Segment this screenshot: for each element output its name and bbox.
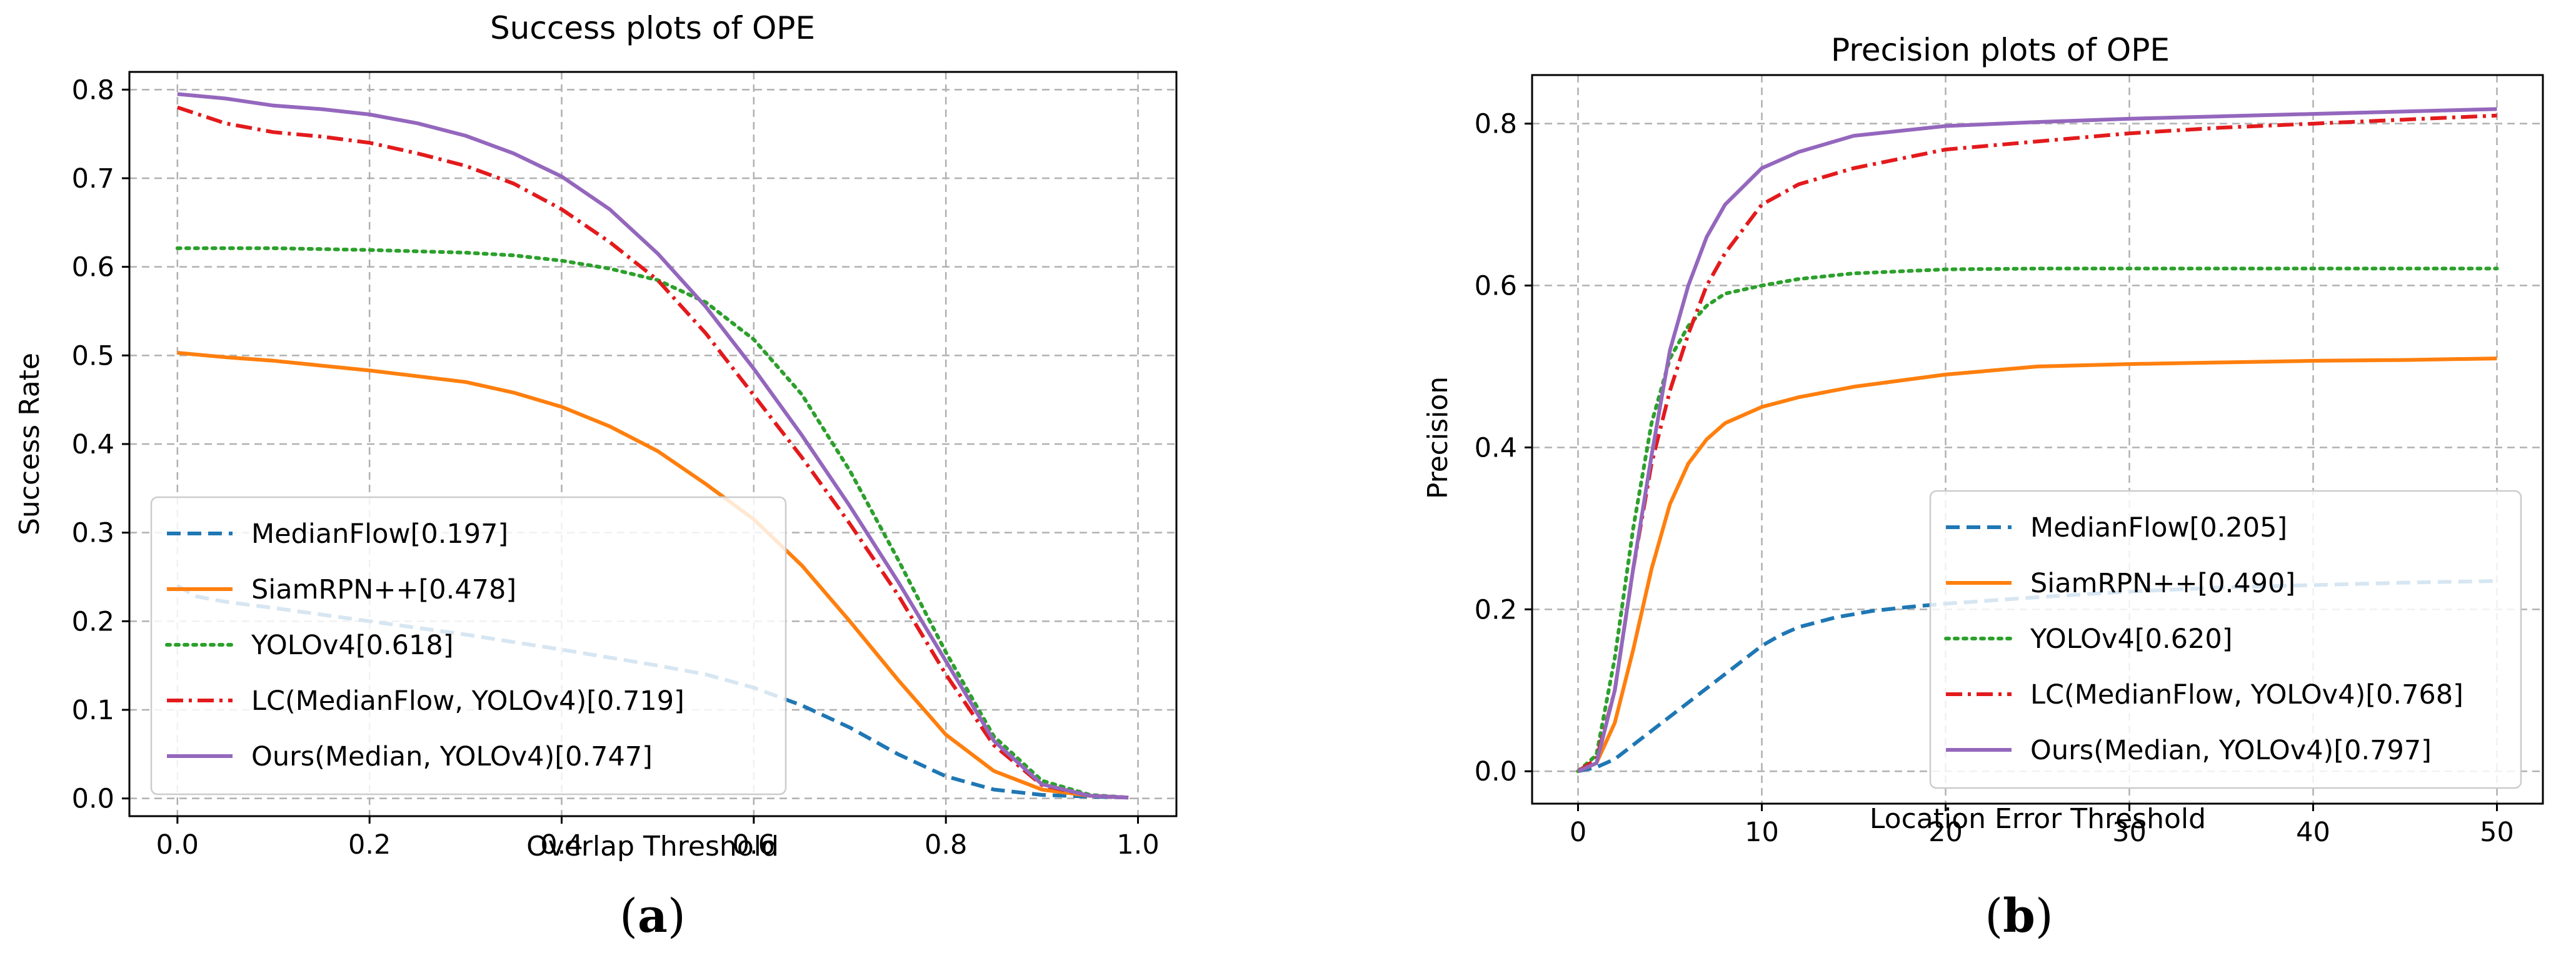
panel-b-caption: (b): [1985, 889, 2053, 943]
precision-ytick-label: 0.0: [1475, 756, 1517, 787]
precision-xtick-label: 40: [2296, 817, 2330, 848]
precision-plot-legend: MedianFlow[0.205] SiamRPN++[0.490] YOLOv4[…: [1929, 490, 2522, 789]
success-plot-ticks: 0.0 0.2 0.4 0.6 0.8 1.0 0.0 0.1 0.2 0.3 0.4 0.5 0.6 0…: [72, 74, 1160, 861]
success-ytick-label: 0.8: [72, 74, 114, 106]
success-xtick-label: 1.0: [1116, 829, 1159, 861]
precision-xtick-label: 30: [2112, 817, 2147, 848]
precision-plot-ticks: 0 10 20 30 40 50 0.0 0.2 0.4 0.6 0.8: [1475, 109, 2514, 848]
success-ytick-label: 0.4: [72, 429, 114, 460]
precision-xtick-label: 50: [2480, 817, 2514, 848]
precision-ytick-label: 0.8: [1475, 109, 1517, 140]
success-xtick-label: 0.4: [540, 829, 583, 861]
precision-xtick-label: 10: [1745, 817, 1779, 848]
success-plot-legend: MedianFlow[0.197] SiamRPN++[0.478] YOLOv4[…: [150, 496, 787, 796]
success-ytick-label: 0.5: [72, 340, 114, 371]
success-plot-xlabel: Overlap Threshold: [526, 831, 779, 862]
precision-legend-label: SiamRPN++[0.490]: [2030, 568, 2295, 599]
precision-series-line-3: [1576, 266, 2499, 774]
success-series-line-4: [176, 105, 1129, 800]
precision-ytick-label: 0.6: [1475, 271, 1517, 302]
success-xtick-label: 0.6: [733, 829, 775, 861]
success-plot-panel: Success plots of OPE 0.0 0.2 0.4 0.6 0.8 1.00…: [14, 10, 1178, 943]
success-legend-label: SiamRPN++[0.478]: [251, 574, 516, 605]
precision-legend-box: [1929, 490, 2522, 789]
success-ytick-label: 0.7: [72, 163, 114, 195]
precision-series-line-5: [1577, 107, 2497, 773]
success-ytick-label: 0.6: [72, 252, 114, 283]
precision-plot-panel: Precision plots of OPE 0 10 20 30 40 50 0.0 0.2…: [1422, 32, 2544, 943]
precision-xtick-label: 0: [1570, 817, 1586, 848]
success-series-line-5: [177, 92, 1129, 800]
success-plot-ylabel: Success Rate: [14, 353, 46, 535]
success-xtick-label: 0.8: [925, 829, 967, 861]
success-series-line-3: [175, 246, 1131, 800]
success-ytick-label: 0.2: [72, 606, 114, 637]
success-legend-label: MedianFlow[0.197]: [251, 518, 508, 550]
success-legend-label: Ours(Median, YOLOv4)[0.747]: [251, 741, 653, 772]
success-xtick-label: 0.0: [156, 829, 199, 861]
precision-legend-label: LC(MedianFlow, YOLOv4)[0.768]: [2030, 679, 2463, 710]
precision-plot-xlabel: Location Error Threshold: [1870, 803, 2206, 835]
success-series-line-2: [177, 351, 1129, 800]
precision-ytick-label: 0.4: [1475, 432, 1517, 463]
precision-legend-label: YOLOv4[0.620]: [2030, 624, 2233, 655]
panel-a-caption: (a): [619, 889, 686, 943]
panel-a-letter: a: [638, 889, 668, 943]
success-legend-label: LC(MedianFlow, YOLOv4)[0.719]: [251, 685, 684, 717]
success-legend-box: [150, 496, 787, 796]
precision-xtick-label: 20: [1928, 817, 1963, 848]
success-ytick-label: 0.3: [72, 518, 114, 549]
precision-legend-label: MedianFlow[0.205]: [2030, 512, 2287, 543]
success-ytick-label: 0.1: [72, 695, 114, 726]
precision-plot-ylabel: Precision: [1422, 376, 1454, 499]
success-legend-label: YOLOv4[0.618]: [251, 630, 454, 661]
precision-plot-title: Precision plots of OPE: [1831, 32, 2170, 68]
panel-b-letter: b: [2003, 889, 2035, 943]
precision-legend-label: Ours(Median, YOLOv4)[0.797]: [2030, 735, 2432, 766]
precision-series-line-2: [1577, 356, 2497, 773]
success-ytick-label: 0.0: [72, 784, 114, 815]
precision-ytick-label: 0.2: [1475, 594, 1517, 625]
precision-plot-axes-frame: [1531, 74, 2544, 805]
success-xtick-label: 0.2: [348, 829, 391, 861]
success-plot-title: Success plots of OPE: [490, 10, 815, 46]
